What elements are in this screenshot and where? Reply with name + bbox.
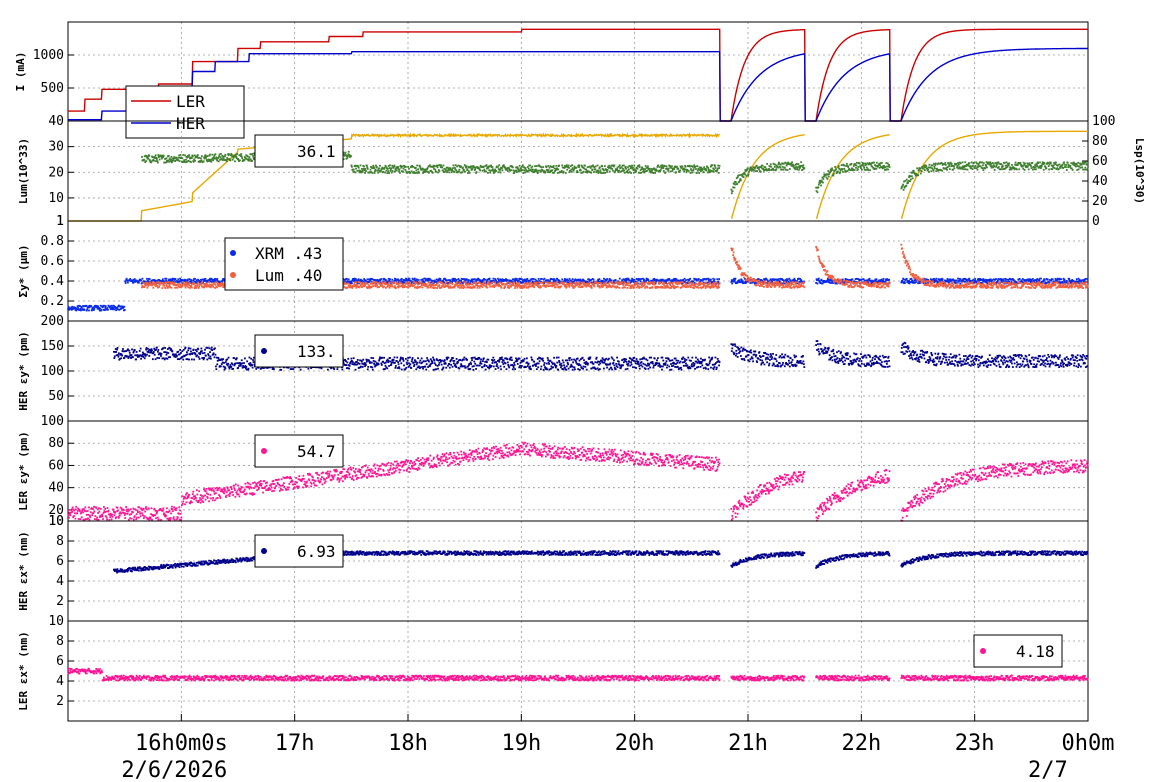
series-LER-line	[68, 28, 1088, 122]
series-LER εy-points	[67, 441, 1089, 522]
legend: LER HER	[125, 85, 245, 139]
y-axis-title: HER εy* (pm)	[17, 331, 30, 410]
y2tick-label: 80	[1092, 134, 1108, 149]
legend-label: HER	[176, 114, 205, 133]
ytick-label: 80	[48, 436, 64, 451]
y-axis-title: HER εx* (nm)	[17, 531, 30, 610]
series-Lum-line	[68, 130, 1088, 222]
legend: 54.7	[254, 434, 344, 468]
ytick-label: 6	[56, 654, 64, 669]
x-tick-label: 20h	[615, 731, 655, 756]
y2tick-label: 60	[1092, 154, 1108, 169]
x-tick-label: 18h	[388, 731, 428, 756]
ytick-label: 8	[56, 534, 64, 549]
ytick-label: 4	[56, 674, 64, 689]
legend-value: 36.1	[297, 142, 336, 161]
x-date-label: 2/7	[1028, 758, 1068, 782]
x-tick-label: 22h	[841, 731, 881, 756]
ytick-label: 0.2	[41, 294, 64, 309]
panel-ler_ex: 2 4 6 8 10 LER εx* (nm) 4.18	[17, 614, 1089, 722]
x-tick-label: 23h	[955, 731, 995, 756]
ytick-label: 1	[56, 214, 64, 229]
ytick-label: 50	[48, 389, 64, 404]
ytick-label: 20	[48, 165, 64, 180]
ytick-label: 10	[48, 514, 64, 529]
ytick-label: 10	[48, 191, 64, 206]
ytick-label: 10	[48, 514, 64, 529]
x-tick-label: 17h	[275, 731, 315, 756]
ytick-label: 2	[56, 594, 64, 609]
ytick-label: 100	[41, 364, 64, 379]
legend-value: 6.93	[297, 542, 336, 561]
legend-value: 4.18	[1016, 642, 1055, 661]
series-XRM-points	[67, 277, 1089, 312]
panel-her_ey: 50 100 150 200 HER εy* (pm) 133.	[17, 314, 1089, 422]
panel-her_ex: 2 4 6 8 10 HER εx* (nm) 6.93	[17, 514, 1089, 622]
ytick-label: 1	[56, 214, 64, 229]
x-tick-label: 19h	[501, 731, 541, 756]
x-axis: 16h0m0s 17h 18h 19h 20h 21h 22h 23h 0h0m 2/6/2026…	[121, 714, 1114, 782]
legend: 133.	[254, 334, 344, 368]
x-tick-label: 21h	[728, 731, 768, 756]
legend-label: XRM .43	[255, 244, 322, 263]
y-axis-title: LER εx* (nm)	[17, 631, 30, 710]
y2tick-label: 0	[1092, 214, 1100, 229]
ytick-label: 0.6	[41, 254, 64, 269]
ytick-label: 0.4	[41, 274, 65, 289]
legend: 6.93	[254, 534, 344, 568]
x-tick-label: 0h0m	[1062, 731, 1115, 756]
ytick-label: 6	[56, 554, 64, 569]
ytick-label: 40	[48, 114, 64, 129]
series-LER εx-points	[67, 667, 1089, 682]
series-HER-line	[68, 47, 1088, 122]
ytick-label: 0.8	[41, 234, 64, 249]
ytick-label: 4	[56, 574, 64, 589]
ytick-label: 60	[48, 458, 64, 473]
ytick-label: 200	[41, 314, 64, 329]
y2tick-label: 20	[1092, 194, 1108, 209]
ytick-label: 8	[56, 634, 64, 649]
ytick-label: 30	[48, 140, 64, 155]
legend-value: 133.	[297, 342, 336, 361]
panel-lum: 1 10 20 30 40 Lum(10^33) 0 20 40 60 80 100 Lsp(10^30…	[17, 114, 1146, 229]
x-date-label: 2/6/2026	[121, 758, 227, 782]
y-axis-title: LER εy* (pm)	[17, 431, 30, 510]
series-HER εy-points	[112, 340, 1089, 371]
ytick-label: 40	[48, 481, 64, 496]
ytick-label: 2	[56, 694, 64, 709]
y-axis-title: I (mA)	[14, 52, 27, 92]
y-axis-title: Σy* (μm)	[17, 245, 30, 298]
legend: 36.1	[254, 134, 344, 168]
legend: XRM .43 Lum .40	[224, 237, 344, 291]
panel-sigma: 0.2 0.4 0.6 0.8 1 Σy* (μm) XRM .43 Lum .40	[17, 214, 1089, 322]
x-tick-label: 16h0m0s	[135, 731, 228, 756]
y2-axis-title: Lsp(10^30)	[1133, 138, 1146, 204]
ytick-label: 100	[41, 414, 64, 429]
ytick-label: 500	[41, 81, 64, 96]
y2tick-label: 40	[1092, 174, 1108, 189]
y2tick-label: 100	[1092, 114, 1115, 129]
y-axis-title: Lum(10^33)	[17, 138, 30, 204]
legend-label: Lum .40	[255, 266, 322, 285]
ytick-label: 20	[48, 503, 64, 518]
ytick-label: 150	[41, 339, 64, 354]
ytick-label: 10	[48, 614, 64, 629]
legend-label: LER	[176, 92, 205, 111]
legend: 4.18	[973, 634, 1063, 668]
ytick-label: 1000	[33, 48, 64, 63]
legend-value: 54.7	[297, 442, 336, 461]
